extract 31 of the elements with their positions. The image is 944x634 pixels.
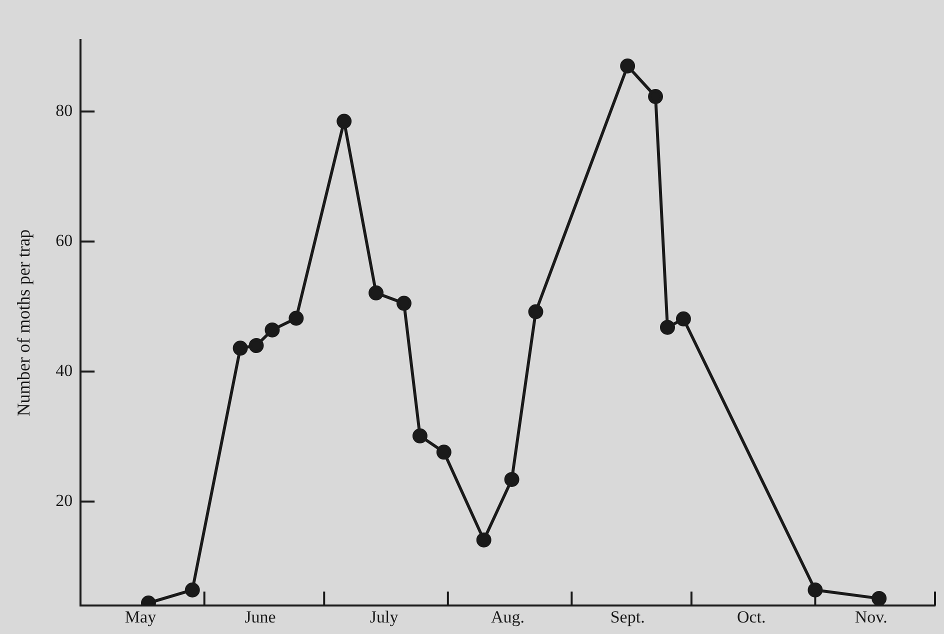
y-tick-label: 60	[56, 231, 73, 250]
x-tick-label: Oct.	[736, 607, 766, 626]
point	[288, 310, 304, 326]
point	[232, 340, 248, 356]
x-tick-label: July	[370, 607, 399, 626]
x-tick-label: Sept.	[610, 607, 645, 626]
point	[504, 472, 520, 487]
y-tick-label: 40	[56, 361, 73, 380]
point	[476, 532, 492, 548]
y-axis-title: Number of moths per trap	[14, 229, 34, 416]
x-tick-label: Aug.	[491, 607, 525, 626]
point	[528, 304, 544, 320]
x-tick-label: June	[244, 607, 276, 626]
point	[264, 322, 280, 338]
y-tick-label: 80	[56, 100, 73, 120]
point	[336, 114, 352, 129]
point	[660, 320, 675, 335]
point	[620, 58, 636, 74]
y-tick-label: 20	[56, 491, 73, 510]
x-tick-label: Nov.	[854, 607, 888, 626]
x-tick-label: May	[124, 607, 157, 626]
point	[184, 582, 200, 598]
point	[648, 89, 664, 104]
point	[412, 428, 428, 444]
point	[436, 444, 452, 460]
point	[872, 590, 887, 606]
point	[676, 311, 691, 326]
point	[248, 338, 264, 354]
point	[808, 582, 823, 598]
point	[396, 296, 412, 311]
point	[368, 285, 384, 300]
